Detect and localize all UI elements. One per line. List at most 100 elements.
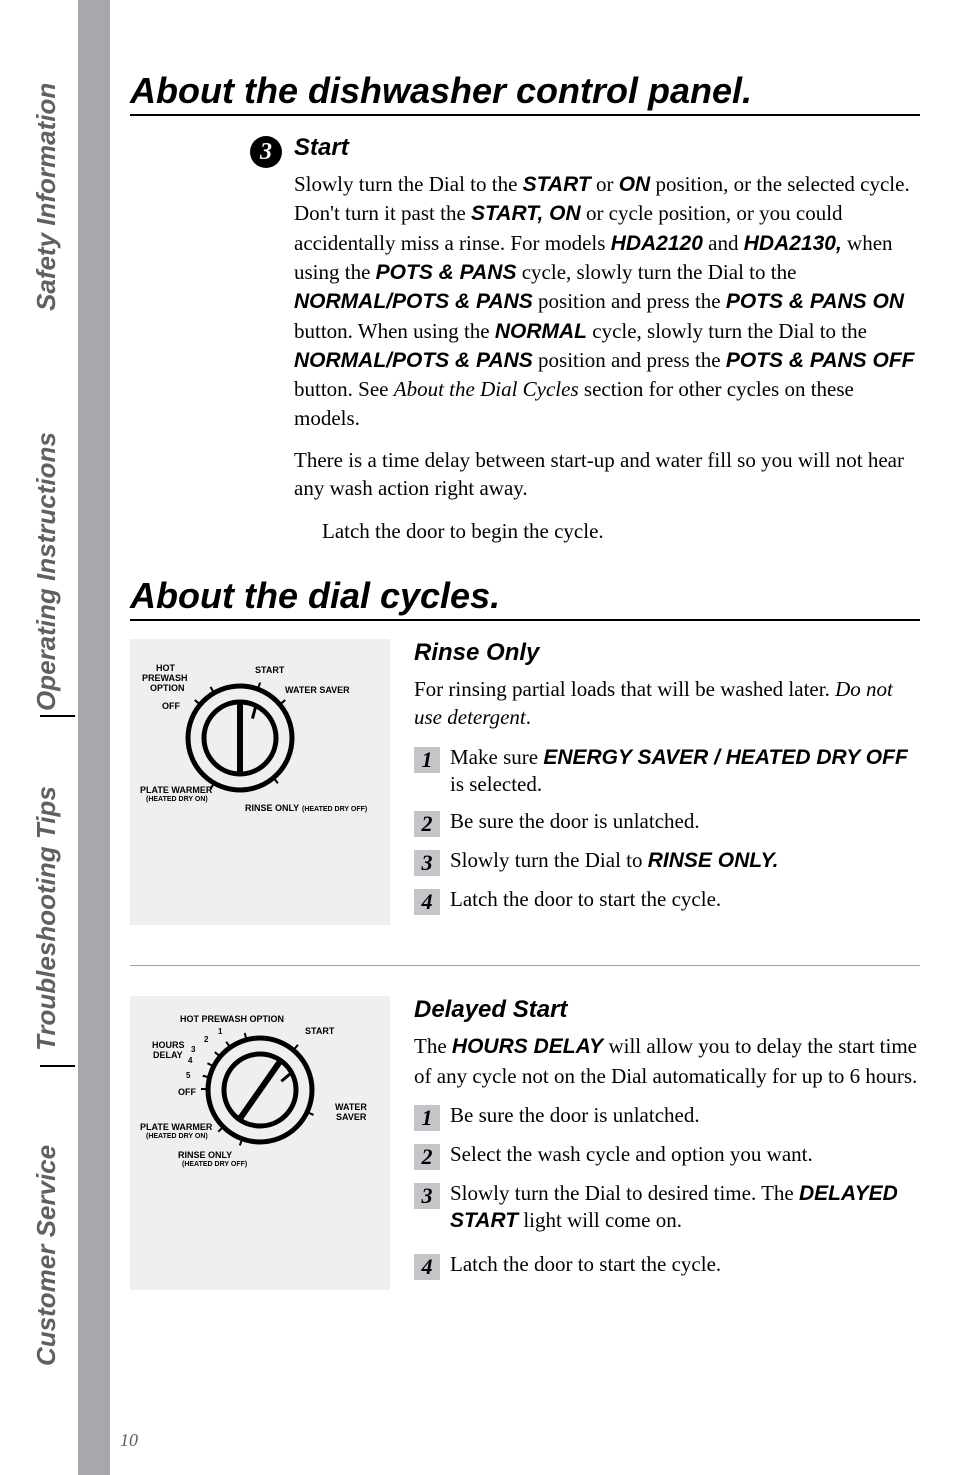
sidebar-nav: Safety Information Operating Instruction… bbox=[0, 0, 100, 1475]
sidebar-accent-bar bbox=[78, 0, 110, 1475]
text-fragment: The bbox=[414, 1034, 452, 1058]
text-fragment: button. See bbox=[294, 377, 394, 401]
page-heading-2: About the dial cycles. bbox=[130, 575, 920, 617]
heading-rule bbox=[130, 114, 920, 116]
dial-grip-line bbox=[281, 1073, 291, 1081]
bold-normalpots: NORMAL/POTS & PANS bbox=[294, 290, 533, 313]
section-divider bbox=[130, 965, 920, 966]
delayed-section: HOT PREWASH OPTION START HOURS DELAY OFF… bbox=[130, 996, 920, 1289]
bold-normal: NORMAL bbox=[495, 320, 587, 343]
text-fragment: Slowly turn the Dial to bbox=[450, 848, 648, 872]
dial-grip-line bbox=[252, 706, 255, 719]
sidebar-tab-operating: Operating Instructions bbox=[31, 432, 62, 711]
bold-potsoff: POTS & PANS OFF bbox=[726, 349, 915, 372]
dial-label: PLATE WARMER bbox=[140, 785, 213, 795]
text-fragment: For rinsing partial loads that will be w… bbox=[414, 677, 835, 701]
rinse-intro: For rinsing partial loads that will be w… bbox=[414, 675, 920, 732]
bold-hoursdelay: HOURS DELAY bbox=[452, 1035, 603, 1058]
dial-label: (HEATED DRY ON) bbox=[146, 1133, 208, 1140]
dial-label: (HEATED DRY ON) bbox=[146, 796, 208, 803]
dial-hour-num: 5 bbox=[186, 1071, 191, 1080]
dial-label: RINSE ONLY bbox=[178, 1150, 232, 1160]
bold-on: ON bbox=[619, 173, 651, 196]
dial-label: WATER bbox=[335, 1102, 367, 1112]
sidebar-tab-safety: Safety Information bbox=[31, 83, 62, 311]
bold-starton: START, ON bbox=[471, 202, 581, 225]
tab-divider bbox=[40, 715, 75, 717]
step-number: 1 bbox=[414, 747, 440, 773]
dial-label: START bbox=[305, 1026, 335, 1036]
list-item: 3 Slowly turn the Dial to desired time. … bbox=[414, 1180, 920, 1235]
text-fragment: . bbox=[526, 705, 531, 729]
bold-potspans: POTS & PANS bbox=[376, 261, 517, 284]
start-para-3: Latch the door to begin the cycle. bbox=[322, 517, 920, 545]
dial-label: HOT PREWASH OPTION bbox=[180, 1014, 284, 1024]
text-fragment: Make sure bbox=[450, 745, 543, 769]
start-section: 3 Start Slowly turn the Dial to the STAR… bbox=[130, 134, 920, 545]
bold-model: HDA2130, bbox=[744, 232, 842, 255]
text-fragment: cycle, slowly turn the Dial to the bbox=[516, 260, 796, 284]
step-number: 3 bbox=[414, 850, 440, 876]
bold-normalpots: NORMAL/POTS & PANS bbox=[294, 349, 533, 372]
dial-hour-num: 1 bbox=[218, 1027, 223, 1036]
start-para-2: There is a time delay between start-up a… bbox=[294, 446, 920, 503]
list-item: 2 Be sure the door is unlatched. bbox=[414, 808, 920, 837]
step-text: Make sure ENERGY SAVER / HEATED DRY OFF … bbox=[450, 744, 920, 799]
start-body: Start Slowly turn the Dial to the START … bbox=[294, 134, 920, 545]
rinse-title: Rinse Only bbox=[414, 639, 920, 667]
main-content: About the dishwasher control panel. 3 St… bbox=[130, 70, 920, 1330]
dial-label: HOURS bbox=[152, 1040, 185, 1050]
dial-label: DELAY bbox=[153, 1050, 183, 1060]
step-text: Latch the door to start the cycle. bbox=[450, 1251, 721, 1278]
dial-diagram-1: HOT PREWASH OPTION OFF START WATER SAVER… bbox=[130, 639, 390, 925]
start-title: Start bbox=[294, 134, 920, 162]
sidebar-tab-troubleshoot: Troubleshooting Tips bbox=[31, 786, 62, 1051]
bold-rinseonly: RINSE ONLY. bbox=[648, 849, 779, 872]
text-fragment: or bbox=[591, 172, 619, 196]
dial-label: (HEATED DRY OFF) bbox=[182, 1161, 247, 1168]
dial-label: SAVER bbox=[336, 1112, 367, 1122]
delayed-intro: The HOURS DELAY will allow you to delay … bbox=[414, 1032, 920, 1090]
text-fragment: cycle, slowly turn the Dial to the bbox=[587, 319, 867, 343]
step-text: Be sure the door is unlatched. bbox=[450, 808, 700, 835]
step-text: Latch the door to start the cycle. bbox=[450, 886, 721, 913]
dial-label: OFF bbox=[162, 701, 180, 711]
sidebar-tab-customer: Customer Service bbox=[31, 1145, 62, 1366]
step-number: 2 bbox=[414, 1144, 440, 1170]
dial-svg-2: HOT PREWASH OPTION START HOURS DELAY OFF… bbox=[140, 1010, 380, 1190]
dial-label: WATER SAVER bbox=[285, 685, 350, 695]
text-fragment: and bbox=[703, 231, 744, 255]
dial-label: PREWASH bbox=[142, 673, 188, 683]
rinse-section: HOT PREWASH OPTION OFF START WATER SAVER… bbox=[130, 639, 920, 925]
rinse-content: Rinse Only For rinsing partial loads tha… bbox=[414, 639, 920, 925]
list-item: 4 Latch the door to start the cycle. bbox=[414, 1251, 920, 1280]
dial-diagram-2: HOT PREWASH OPTION START HOURS DELAY OFF… bbox=[130, 996, 390, 1289]
dial-label: (HEATED DRY OFF) bbox=[302, 806, 367, 813]
italic-aboutdial: About the Dial Cycles bbox=[394, 377, 579, 401]
step-text: Be sure the door is unlatched. bbox=[450, 1102, 700, 1129]
start-para-1: Slowly turn the Dial to the START or ON … bbox=[294, 170, 920, 432]
dial-hour-num: 4 bbox=[188, 1056, 193, 1065]
text-fragment: Slowly turn the Dial to the bbox=[294, 172, 523, 196]
delayed-title: Delayed Start bbox=[414, 996, 920, 1024]
step-number: 3 bbox=[414, 1183, 440, 1209]
delayed-content: Delayed Start The HOURS DELAY will allow… bbox=[414, 996, 920, 1289]
dial-label: RINSE ONLY bbox=[245, 803, 299, 813]
dial-label: OPTION bbox=[150, 683, 185, 693]
dial-label: PLATE WARMER bbox=[140, 1122, 213, 1132]
step-number-circle: 3 bbox=[250, 136, 282, 168]
rinse-steps: 1 Make sure ENERGY SAVER / HEATED DRY OF… bbox=[414, 744, 920, 916]
bold-start: START bbox=[523, 173, 591, 196]
text-fragment: Slowly turn the Dial to desired time. Th… bbox=[450, 1181, 799, 1205]
tab-divider bbox=[40, 1065, 75, 1067]
delayed-steps: 1 Be sure the door is unlatched. 2 Selec… bbox=[414, 1102, 920, 1280]
bold-energysaver: ENERGY SAVER / HEATED DRY OFF bbox=[543, 746, 907, 769]
page-number: 10 bbox=[120, 1430, 138, 1451]
dial-label: OFF bbox=[178, 1087, 196, 1097]
text-fragment: position and press the bbox=[533, 289, 726, 313]
step-number: 2 bbox=[414, 811, 440, 837]
step-text: Slowly turn the Dial to desired time. Th… bbox=[450, 1180, 920, 1235]
step-number: 4 bbox=[414, 889, 440, 915]
page-heading-1: About the dishwasher control panel. bbox=[130, 70, 920, 112]
text-fragment: position and press the bbox=[533, 348, 726, 372]
